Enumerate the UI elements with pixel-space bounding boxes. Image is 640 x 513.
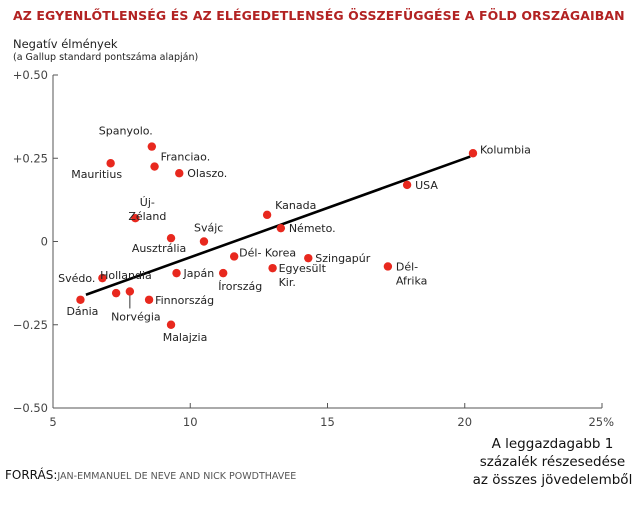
point-label: Dél-Afrika <box>396 260 428 287</box>
data-point <box>98 273 107 283</box>
data-point <box>106 159 115 168</box>
data-points <box>76 142 478 329</box>
point-label: Egyesült Kir. <box>279 262 327 289</box>
point-label: Kolumbia <box>480 143 531 156</box>
point-label: Dél- Korea <box>239 246 296 259</box>
data-point <box>262 210 272 220</box>
point-label: Írország <box>218 280 262 293</box>
point-label: Hollandia <box>100 269 152 282</box>
point-label: Új-Zéland <box>128 196 166 223</box>
y-tick-label: 0 <box>41 235 48 249</box>
source-text: JAN-EMMANUEL DE NEVE AND NICK POWDTHAVEE <box>57 471 297 482</box>
chart-title: AZ EGYENLŐTLENSÉG ÉS AZ ELÉGEDETLENSÉG Ö… <box>13 8 625 23</box>
point-label: Németo. <box>289 222 336 235</box>
point-label: Ausztrália <box>132 242 186 255</box>
data-point <box>172 268 181 278</box>
data-point <box>144 295 154 304</box>
y-tick-label: −0.25 <box>13 318 48 332</box>
data-point <box>150 162 159 171</box>
x-tick-label: 25% <box>588 415 614 429</box>
y-axis-label: Negatív élmények <box>13 37 118 51</box>
data-point <box>304 253 313 263</box>
data-point <box>166 320 176 329</box>
axes <box>52 74 603 409</box>
point-label: USA <box>415 179 438 192</box>
point-label: Svédo. <box>58 272 95 285</box>
x-tick-label: 5 <box>49 415 56 429</box>
data-point <box>111 288 121 298</box>
data-point <box>218 268 228 278</box>
data-point <box>229 252 239 261</box>
point-label: Franciao. <box>161 151 211 164</box>
source-note: FORRÁS:JAN-EMMANUEL DE NEVE AND NICK POW… <box>5 468 296 482</box>
data-point <box>175 169 184 178</box>
source-label: FORRÁS: <box>5 468 58 482</box>
x-tick-label: 10 <box>183 415 198 429</box>
point-label: Spanyolo. <box>99 125 153 138</box>
point-label: Malajzia <box>163 331 208 344</box>
tick-labels: +0.50 +0.25 0 −0.25 −0.505 10 15 20 25% <box>13 68 614 429</box>
x-tick-label: 20 <box>457 415 472 429</box>
x-tick-label: 15 <box>320 415 335 429</box>
point-label: Olaszo. <box>187 167 227 180</box>
point-label: Finnország <box>155 294 214 307</box>
point-label: Svájc <box>194 222 223 235</box>
data-point <box>402 180 412 190</box>
data-point <box>383 262 393 271</box>
y-tick-label: +0.50 <box>13 68 48 82</box>
data-point <box>199 237 209 246</box>
point-label: Szingapúr <box>315 252 370 265</box>
data-point <box>276 223 286 233</box>
point-label: Japán <box>183 267 215 280</box>
y-axis-sublabel: (a Gallup standard pontszáma alapján) <box>13 52 199 63</box>
y-tick-label: +0.25 <box>13 151 48 165</box>
data-point <box>125 287 135 296</box>
data-point <box>166 233 176 243</box>
data-point <box>131 213 140 223</box>
y-tick-label: −0.50 <box>13 401 48 415</box>
data-point <box>268 263 277 273</box>
point-label: Kanada <box>275 199 316 212</box>
point-label: Dánia <box>66 305 98 318</box>
data-point <box>147 142 157 151</box>
point-label: Mauritius <box>71 168 122 181</box>
x-axis-label: A leggazdagabb 1 százalék részesedése az… <box>472 436 633 488</box>
point-label: Norvégia <box>111 310 161 323</box>
data-point <box>468 149 478 158</box>
point-labels: Spanyolo. Mauritius Franciao. Olaszo. Új-Zél… <box>58 125 531 344</box>
data-point <box>76 295 85 304</box>
